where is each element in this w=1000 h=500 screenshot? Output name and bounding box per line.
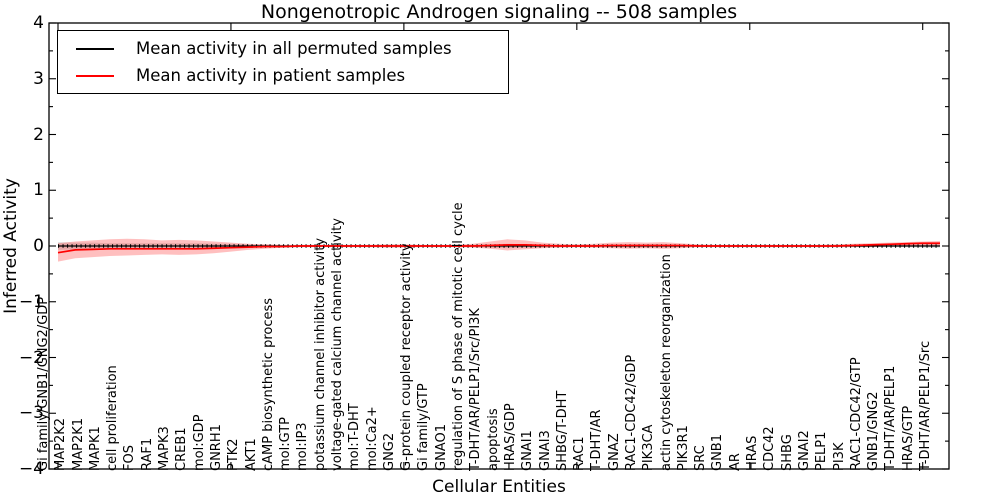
- x-tick-label: T-DHT/AR/PELP1: [883, 365, 899, 471]
- x-tick-label: Gi family/GTP: [416, 383, 432, 471]
- y-tick-label: 2: [33, 124, 44, 145]
- x-tick-label: mol:GTP: [278, 417, 294, 471]
- x-tick-label: T-DHT/AR: [589, 409, 605, 471]
- y-tick-label: −1: [18, 291, 44, 312]
- x-tick-label: AKT1: [243, 438, 259, 471]
- x-tick-label: GNAZ: [606, 433, 622, 471]
- x-tick-label: RAC1-CDC42/GTP: [848, 357, 864, 471]
- x-tick-label: cAMP biosynthetic process: [260, 297, 276, 471]
- x-tick-label: GNG2: [381, 432, 397, 471]
- chart-title: Nongenotropic Androgen signaling -- 508 …: [260, 1, 738, 23]
- x-tick-label: voltage-gated calcium channel activity: [330, 218, 345, 471]
- x-tick-label: PI3K: [831, 442, 847, 471]
- x-tick-label: GNAO1: [433, 424, 449, 471]
- y-tick-label: 4: [33, 13, 44, 33]
- x-tick-label: AR: [727, 453, 743, 471]
- x-tick-label: MAPK3: [157, 426, 173, 471]
- y-tick-label: 3: [33, 68, 44, 89]
- y-axis-title: Inferred Activity: [1, 178, 21, 314]
- x-tick-label: HRAS: [745, 435, 761, 471]
- x-tick-label: apoptosis: [485, 408, 501, 471]
- x-tick-label: G-protein coupled receptor activity: [399, 243, 415, 471]
- y-tick-label: 0: [33, 236, 44, 256]
- x-tick-label: T-DHT/AR/PELP1/Src: [918, 340, 933, 471]
- legend-label-permuted: Mean activity in all permuted samples: [136, 39, 452, 58]
- x-tick-label: PELP1: [814, 431, 830, 471]
- x-tick-label: PIK3R1: [675, 425, 691, 471]
- x-tick-label: regulation of S phase of mitotic cell cy…: [451, 202, 467, 471]
- patient-mean-line: [57, 242, 940, 254]
- x-tick-label: RAC1-CDC42/GDP: [624, 354, 639, 471]
- x-tick-label: mol:Ca2+: [364, 406, 380, 471]
- x-tick-label: GNAI2: [796, 430, 812, 471]
- x-tick-label: SRC: [693, 445, 709, 471]
- x-tick-label: CREB1: [174, 427, 190, 471]
- x-tick-label: mol:GDP: [191, 414, 207, 471]
- x-tick-label: RAC1: [572, 436, 588, 471]
- x-tick-label: MAP2K1: [70, 417, 86, 471]
- legend-line-red-icon: [76, 74, 114, 77]
- x-tick-label: MAP2K2: [53, 417, 69, 471]
- x-tick-label: CDC42: [762, 426, 778, 471]
- legend-line-black-icon: [76, 47, 114, 50]
- x-tick-label: GNB1: [710, 434, 726, 471]
- x-tick-label: potassium channel inhibitor activity: [312, 237, 328, 471]
- x-tick-label: GNAI3: [537, 430, 553, 471]
- y-tick-label: −3: [18, 403, 44, 424]
- legend: Mean activity in all permuted samples Me…: [57, 30, 509, 94]
- legend-item-permuted: Mean activity in all permuted samples: [58, 35, 508, 62]
- x-tick-label: HRAS/GDP: [502, 403, 518, 471]
- x-tick-label: cell proliferation: [105, 365, 121, 471]
- x-tick-label: GNB1/GNG2: [866, 391, 882, 471]
- x-tick-label: Gi family/GNB1/GNG2/GDP: [36, 296, 51, 471]
- x-axis-title: Cellular Entities: [432, 477, 566, 497]
- legend-label-patient: Mean activity in patient samples: [136, 66, 406, 85]
- x-tick-label: SHBG/T-DHT: [554, 390, 570, 471]
- x-tick-label: mol:IP3: [295, 422, 311, 471]
- x-tick-label: GNAI1: [520, 430, 536, 471]
- x-tick-label: T-DHT/AR/PELP1/Src/PI3K: [468, 308, 484, 471]
- y-tick-label: −2: [18, 347, 44, 368]
- x-tick-label: MAPK1: [87, 426, 103, 471]
- y-tick-label: 1: [33, 180, 44, 201]
- x-tick-label: mol:T-DHT: [347, 403, 363, 471]
- x-tick-label: actin cytoskeleton reorganization: [658, 254, 674, 471]
- legend-item-patient: Mean activity in patient samples: [58, 62, 508, 89]
- x-tick-label: FOS: [122, 445, 138, 471]
- x-tick-label: PTK2: [226, 438, 242, 471]
- patient-band: [58, 238, 940, 262]
- x-tick-label: PIK3CA: [641, 424, 657, 471]
- x-tick-label: RAF1: [139, 437, 155, 471]
- x-tick-label: HRAS/GTP: [900, 405, 916, 471]
- x-tick-label: GNRH1: [208, 424, 224, 471]
- x-tick-label: SHBG: [779, 434, 795, 471]
- y-tick-label: −4: [18, 459, 44, 479]
